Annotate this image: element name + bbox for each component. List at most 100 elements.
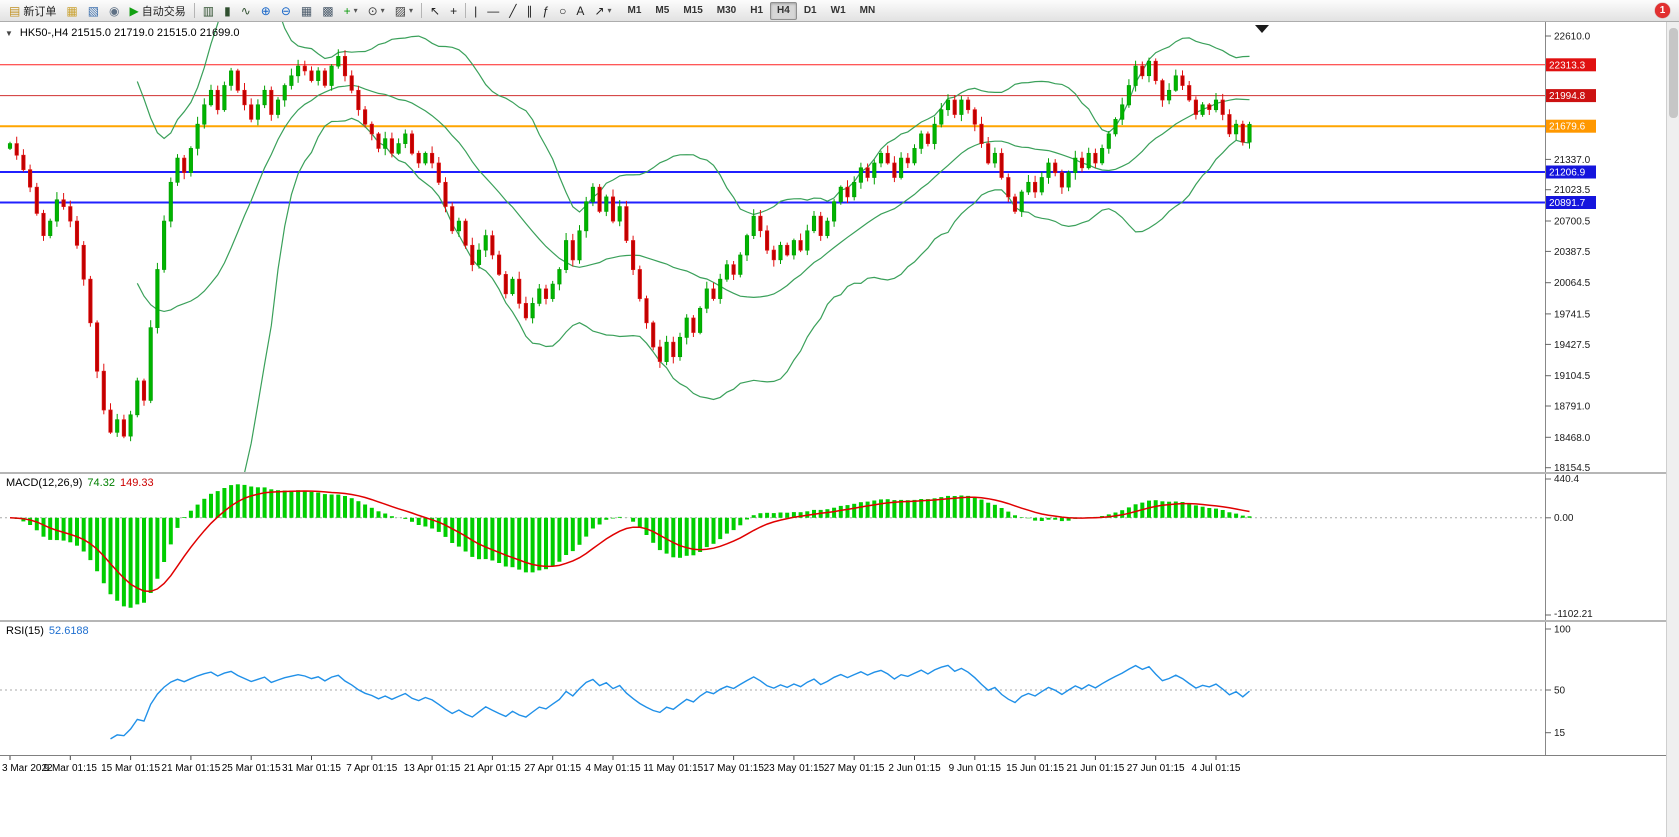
timeframe-h1-button[interactable]: H1	[750, 5, 764, 16]
crosshair-icon[interactable]: +	[445, 1, 462, 20]
timeframe-m1-button[interactable]: M1	[627, 5, 642, 16]
new-order-button-label: 新订单	[23, 5, 57, 18]
timeframe-w1-button[interactable]: W1	[830, 5, 846, 16]
chart-symbol-header: ▼ HK50-,H4 21515.0 21719.0 21515.0 21699…	[5, 27, 240, 39]
text-tool-icon[interactable]: A	[571, 1, 589, 20]
svg-text:20387.5: 20387.5	[1554, 247, 1591, 258]
svg-text:18468.0: 18468.0	[1554, 433, 1591, 444]
chart-window-icon[interactable]: ▦	[61, 1, 82, 20]
indicators-icon[interactable]: + ▾	[339, 1, 363, 20]
svg-text:18791.0: 18791.0	[1554, 402, 1591, 413]
market-watch-icon: ◉	[109, 3, 120, 18]
svg-text:3 Mar 2022: 3 Mar 2022	[2, 763, 53, 774]
price-chart-panel[interactable]: 22610.0 21337.0 21023.5 20700.5 20387.5 20064…	[0, 22, 1679, 472]
arrows-tool-icon[interactable]: ↗ ▾	[589, 1, 616, 20]
templates-icon: ▨	[394, 3, 407, 18]
text-tool-icon: A	[576, 3, 585, 18]
vline-tool-icon: |	[474, 3, 478, 18]
svg-text:18154.5: 18154.5	[1554, 463, 1591, 472]
arrows-tool-icon: ↗	[594, 3, 605, 18]
svg-text:21023.5: 21023.5	[1554, 185, 1591, 196]
autotrading-button[interactable]: ▶ 自动交易	[125, 1, 191, 20]
zoom-in-icon[interactable]: ⊕	[256, 1, 276, 20]
profiles-icon[interactable]: ▧	[83, 1, 104, 20]
vertical-scrollbar[interactable]	[1666, 22, 1679, 837]
fibonacci-tool-icon: ƒ	[542, 3, 550, 18]
market-watch-icon[interactable]: ◉	[104, 1, 124, 20]
timeframe-mn-button[interactable]: MN	[859, 5, 876, 16]
macd-value-signal: 149.33	[119, 477, 154, 489]
line-chart-mode-icon[interactable]: ∿	[236, 1, 256, 20]
macd-value-main: 74.32	[87, 477, 115, 489]
svg-text:15: 15	[1554, 728, 1566, 739]
candlestick-mode-icon[interactable]: ▮	[219, 1, 236, 20]
notification-badge[interactable]: 1	[1655, 3, 1670, 18]
candlestick-mode-icon: ▮	[224, 3, 231, 18]
trendline-tool-icon: ╱	[509, 3, 517, 18]
svg-text:27 May 01:15: 27 May 01:15	[824, 763, 885, 774]
periods-icon: ⊙	[367, 3, 378, 18]
toolbar-separator	[465, 3, 467, 18]
svg-text:21994.8: 21994.8	[1549, 91, 1586, 102]
svg-text:15 Jun 01:15: 15 Jun 01:15	[1006, 763, 1064, 774]
oct-arrow-icon[interactable]: ▼	[5, 28, 13, 38]
timeframe-m5-button[interactable]: M5	[655, 5, 670, 16]
vline-tool-icon[interactable]: |	[469, 1, 482, 20]
macd-header: MACD(12,26,9) 74.32 149.33	[6, 477, 154, 489]
new-order-button[interactable]: ▤ 新订单	[4, 1, 61, 20]
cascade-windows-icon: ▩	[322, 3, 334, 18]
trendline-tool-icon[interactable]: ╱	[504, 1, 521, 20]
rsi-panel[interactable]: 100 50 15	[0, 622, 1679, 755]
timeframe-m15-button[interactable]: M15	[683, 5, 703, 16]
svg-text:21 Apr 01:15: 21 Apr 01:15	[464, 763, 521, 774]
svg-text:21 Jun 01:15: 21 Jun 01:15	[1066, 763, 1124, 774]
svg-text:15 Mar 01:15: 15 Mar 01:15	[101, 763, 160, 774]
scrollbar-thumb[interactable]	[1669, 28, 1678, 118]
svg-text:17 May 01:15: 17 May 01:15	[703, 763, 764, 774]
templates-icon[interactable]: ▨ ▾	[390, 1, 418, 20]
svg-text:440.4: 440.4	[1554, 474, 1579, 485]
toolbar: ▤ 新订单 ▦ ▧ ◉ ▶ 自动交易 ▥ ▮ ∿ ⊕ ⊖ ▦ ▩ + ▾ ⊙ ▾ ▨ ▾ ↖ + | — ╱ ∥ ƒ ○ A ↗ ▾ M1 M…	[0, 0, 1679, 22]
periods-icon-caret-icon: ▾	[380, 6, 385, 15]
chart-window-icon: ▦	[66, 3, 78, 18]
macd-panel[interactable]: 440.4 0.00 -1102.21	[0, 474, 1679, 620]
panel-splitter[interactable]	[0, 620, 1679, 622]
channel-tool-icon[interactable]: ∥	[521, 1, 537, 20]
timeframe-h4-button[interactable]: H4	[770, 1, 797, 20]
periods-icon[interactable]: ⊙ ▾	[363, 1, 390, 20]
hline-tool-icon[interactable]: —	[482, 1, 504, 20]
svg-text:22313.3: 22313.3	[1549, 60, 1586, 71]
channel-tool-icon: ∥	[526, 3, 533, 18]
tile-windows-icon: ▦	[300, 3, 313, 18]
bar-chart-mode-icon[interactable]: ▥	[198, 1, 219, 20]
rsi-header: RSI(15) 52.6188	[6, 625, 89, 637]
new-order-button-icon: ▤	[9, 3, 21, 18]
timeframe-m30-button[interactable]: M30	[716, 5, 737, 16]
toolbar-separator	[193, 3, 195, 18]
symbol-ohlc-text: HK50-,H4 21515.0 21719.0 21515.0 21699.0	[19, 27, 240, 39]
timeframe-d1-button[interactable]: D1	[803, 5, 817, 16]
shapes-tool-icon[interactable]: ○	[554, 1, 571, 20]
svg-text:31 Mar 01:15: 31 Mar 01:15	[282, 763, 341, 774]
fibonacci-tool-icon[interactable]: ƒ	[537, 1, 554, 20]
svg-text:50: 50	[1554, 686, 1566, 697]
svg-text:19427.5: 19427.5	[1554, 340, 1591, 351]
tile-windows-icon[interactable]: ▦	[296, 1, 317, 20]
templates-icon-caret-icon: ▾	[409, 6, 414, 15]
arrows-tool-icon-caret-icon: ▾	[607, 6, 612, 15]
svg-text:0.00: 0.00	[1554, 513, 1574, 524]
svg-text:19741.5: 19741.5	[1554, 309, 1591, 320]
zoom-out-icon[interactable]: ⊖	[276, 1, 296, 20]
cascade-windows-icon[interactable]: ▩	[317, 1, 338, 20]
zoom-in-icon: ⊕	[260, 3, 271, 18]
indicators-icon-caret-icon: ▾	[353, 6, 358, 15]
svg-text:2 Jun 01:15: 2 Jun 01:15	[888, 763, 941, 774]
panel-splitter[interactable]	[0, 472, 1679, 474]
rsi-label: RSI(15)	[6, 625, 44, 637]
cursor-icon[interactable]: ↖	[425, 1, 445, 20]
cursor-icon: ↖	[430, 3, 441, 18]
svg-text:27 Apr 01:15: 27 Apr 01:15	[524, 763, 581, 774]
svg-text:4 Jul 01:15: 4 Jul 01:15	[1192, 763, 1241, 774]
svg-text:9 Jun 01:15: 9 Jun 01:15	[949, 763, 1002, 774]
